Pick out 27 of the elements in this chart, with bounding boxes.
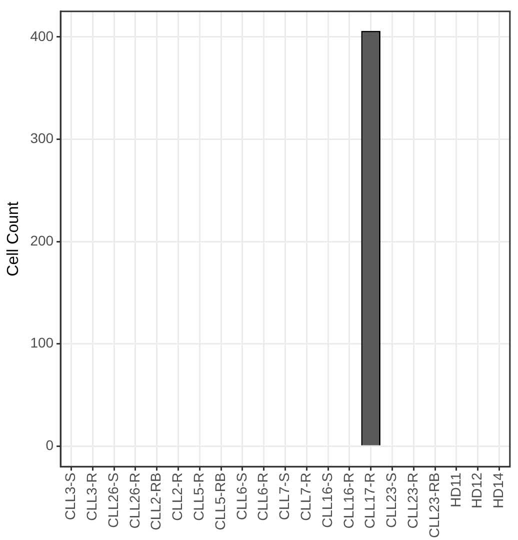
x-tick-label: CLL26-S [104, 472, 121, 528]
y-tick-label: 300 [30, 130, 54, 146]
x-tick-label: CLL7-R [297, 472, 314, 521]
x-tick-label: CLL23-RB [426, 472, 442, 538]
x-tick-label: HD11 [447, 472, 464, 508]
x-tick-label: CLL5-RB [212, 472, 228, 530]
y-tick-label: 0 [46, 437, 54, 454]
y-axis-title: Cell Count [5, 201, 22, 276]
x-tick-label: CLL26-R [126, 472, 142, 529]
y-tick-label: 400 [30, 28, 54, 44]
y-tick-label: 200 [30, 232, 54, 248]
x-tick-label: CLL3-R [84, 472, 100, 521]
x-tick-label: CLL17-R [362, 472, 378, 529]
x-tick-label: CLL3-S [62, 472, 78, 520]
x-tick-label: HD12 [468, 472, 485, 508]
x-tick-label: HD14 [490, 472, 506, 508]
x-tick-label: CLL16-S [318, 472, 335, 528]
x-tick-label: CLL23-R [404, 472, 420, 529]
x-tick-label: CLL16-R [340, 472, 356, 529]
x-tick-label: CLL7-S [276, 472, 292, 520]
x-tick-label: CLL6-R [254, 472, 271, 521]
y-tick-label: 100 [30, 334, 54, 351]
x-tick-label: CLL6-S [233, 472, 250, 520]
x-tick-label: CLL5-R [190, 472, 206, 521]
x-tick-label: CLL2-R [169, 472, 186, 521]
x-tick-label: CLL23-S [383, 472, 400, 528]
x-tick-label: CLL2-RB [148, 472, 164, 530]
